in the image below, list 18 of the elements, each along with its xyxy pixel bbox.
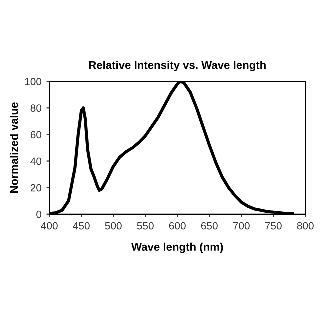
x-tick-label: 750: [265, 222, 282, 230]
y-axis-title: Normalized value: [10, 102, 18, 193]
x-tick-label: 500: [105, 222, 122, 230]
x-tick-label: 550: [137, 222, 154, 230]
x-tick-label: 650: [201, 222, 218, 230]
y-tick-label: 100: [25, 78, 42, 86]
x-axis-title: Wave length (nm): [132, 242, 224, 254]
x-tick-label: 600: [169, 222, 186, 230]
y-tick-label: 20: [30, 184, 42, 192]
y-tick-label: 40: [30, 158, 42, 166]
x-tick-label: 450: [73, 222, 90, 230]
y-tick-label: 80: [30, 104, 42, 112]
x-tick-label: 400: [41, 222, 58, 230]
y-tick-label: 60: [30, 131, 42, 139]
x-tick-label: 700: [233, 222, 250, 230]
x-tick-label: 800: [297, 222, 314, 230]
y-tick-label: 0: [36, 210, 42, 218]
chart-title: Relative Intensity vs. Wave length: [89, 61, 266, 72]
